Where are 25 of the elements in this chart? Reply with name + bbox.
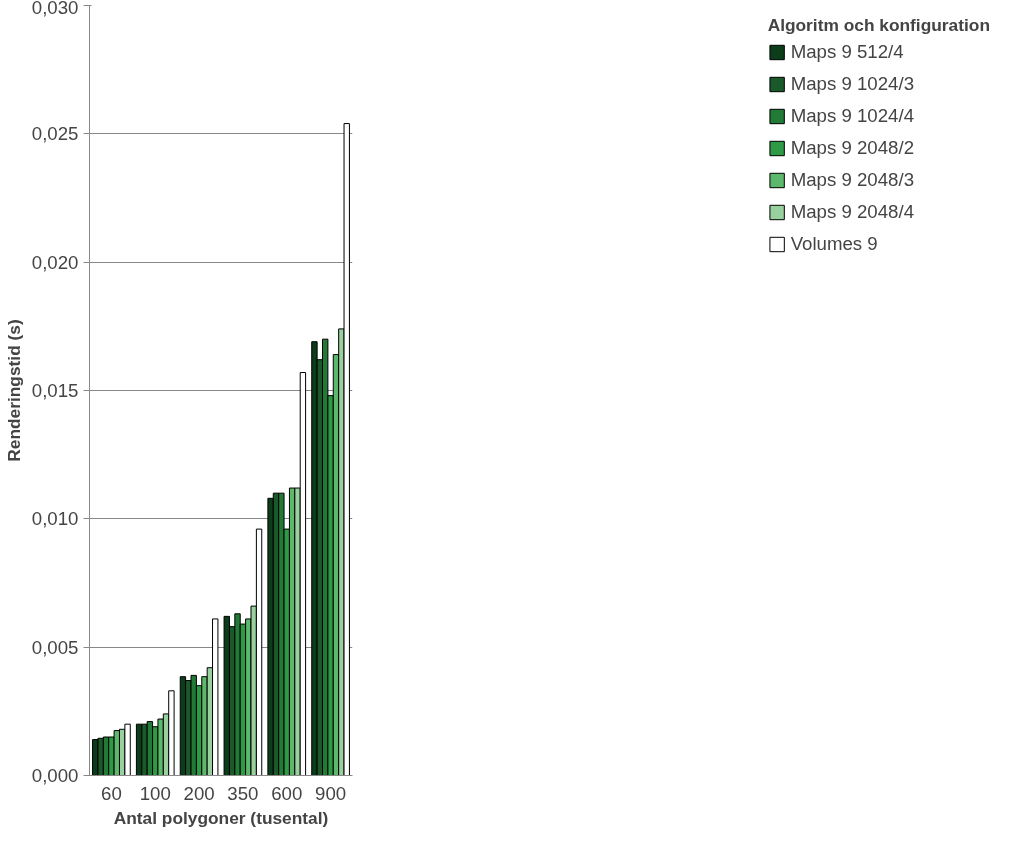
y-tick-label: 0,015 xyxy=(31,380,79,401)
x-tick-label: 200 xyxy=(183,782,215,804)
legend-label: Maps 9 1024/4 xyxy=(790,105,915,127)
legend-label: Maps 9 2048/2 xyxy=(790,137,915,159)
y-tick-label: 0,005 xyxy=(31,636,79,658)
y-tick-label: 0,030 xyxy=(31,0,79,18)
y-tick-label: 0,020 xyxy=(31,251,79,273)
bar xyxy=(267,497,274,776)
y-tick-label: 0,000 xyxy=(31,765,79,786)
x-axis-title: Antal polygoner (tusental) xyxy=(113,807,329,828)
legend-label: Maps 9 1024/3 xyxy=(790,73,915,95)
legend-label: Volumes 9 xyxy=(790,233,878,255)
y-axis-title: Renderingstid (s) xyxy=(3,319,24,462)
legend-label: Maps 9 512/4 xyxy=(790,41,904,63)
legend-label: Maps 9 2048/4 xyxy=(790,201,915,223)
legend-title: Algoritm och konfiguration xyxy=(767,15,990,36)
x-tick-label: 100 xyxy=(139,782,171,804)
bar xyxy=(223,615,230,776)
x-tick-label: 600 xyxy=(271,782,303,804)
y-tick-label: 0,025 xyxy=(31,123,79,145)
x-tick-label: 900 xyxy=(315,782,347,804)
y-tick-label: 0,010 xyxy=(31,508,79,530)
legend-label: Maps 9 2048/3 xyxy=(790,169,915,191)
x-tick-label: 350 xyxy=(227,782,259,804)
x-tick-label: 60 xyxy=(101,782,122,804)
